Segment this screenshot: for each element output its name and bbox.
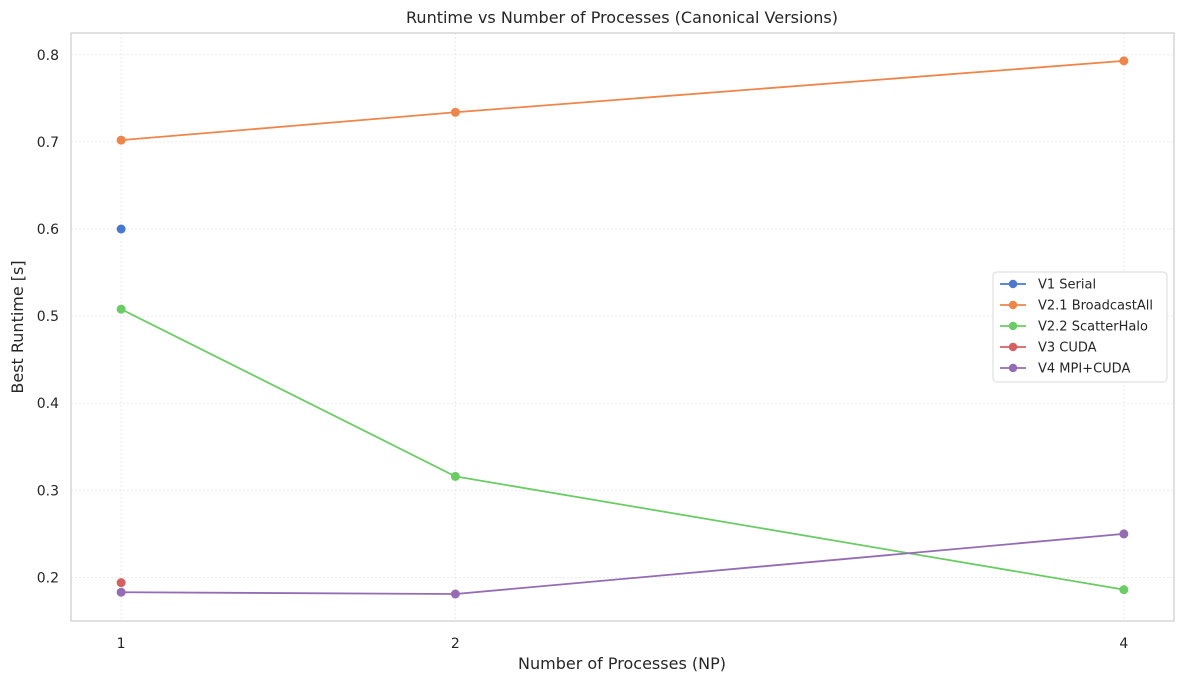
data-point [450, 471, 460, 481]
y-tick-label: 0.7 [37, 135, 59, 151]
y-tick-label: 0.6 [37, 222, 59, 238]
data-point [116, 587, 126, 597]
legend-item: V2.2 ScatterHalo [1000, 320, 1148, 335]
legend-item: V4 MPI+CUDA [1000, 362, 1130, 377]
data-point [116, 224, 126, 234]
series-4 [116, 578, 126, 588]
y-tick-label: 0.4 [37, 396, 59, 412]
y-tick-label: 0.5 [37, 309, 59, 325]
x-axis-title: Number of Processes (NP) [518, 654, 726, 673]
legend-label: V4 MPI+CUDA [1038, 362, 1130, 377]
series-line [121, 59, 1124, 142]
legend-marker [1008, 342, 1018, 352]
plot-frame [70, 32, 1175, 622]
legend-marker [1008, 279, 1018, 289]
data-point [450, 107, 460, 117]
data-point [450, 589, 460, 599]
legend-item: V3 CUDA [1000, 341, 1097, 356]
legend-label: V2.2 ScatterHalo [1038, 320, 1148, 335]
legend-item: V2.1 BroadcastAll [1000, 299, 1153, 314]
legend-box [992, 271, 1168, 383]
series-3 [116, 304, 1129, 595]
legend-marker [1008, 363, 1018, 373]
legend-marker [1008, 321, 1018, 331]
data-point [1119, 56, 1129, 66]
legend-label: V3 CUDA [1038, 341, 1097, 356]
series-layer [116, 56, 1129, 599]
series-5 [116, 529, 1129, 599]
legend-item: V1 Serial [1000, 278, 1096, 293]
data-point [116, 135, 126, 145]
legend-label: V2.1 BroadcastAll [1038, 299, 1153, 314]
y-tick-label: 0.2 [37, 570, 59, 586]
y-axis-title: Best Runtime [s] [8, 260, 27, 393]
x-tick-label: 4 [1119, 636, 1128, 652]
series-2 [116, 56, 1129, 145]
data-point [1119, 585, 1129, 595]
chart-title: Runtime vs Number of Processes (Canonica… [406, 8, 838, 27]
x-tick-label: 2 [451, 636, 460, 652]
legend-marker [1008, 300, 1018, 310]
data-point [116, 578, 126, 588]
y-tick-label: 0.3 [37, 483, 59, 499]
legend: V1 Serial V2.1 BroadcastAll V2.2 ScatterHa… [992, 271, 1168, 383]
x-tick-label: 1 [117, 636, 126, 652]
series-1 [116, 224, 126, 234]
legend-label: V1 Serial [1038, 278, 1096, 293]
y-tick-label: 0.8 [37, 48, 59, 64]
data-point [1119, 529, 1129, 539]
tick-labels: 0.2 0.3 0.4 0.5 0.6 0.7 0.8 1 2 4 [37, 48, 1129, 652]
data-point [116, 304, 126, 314]
